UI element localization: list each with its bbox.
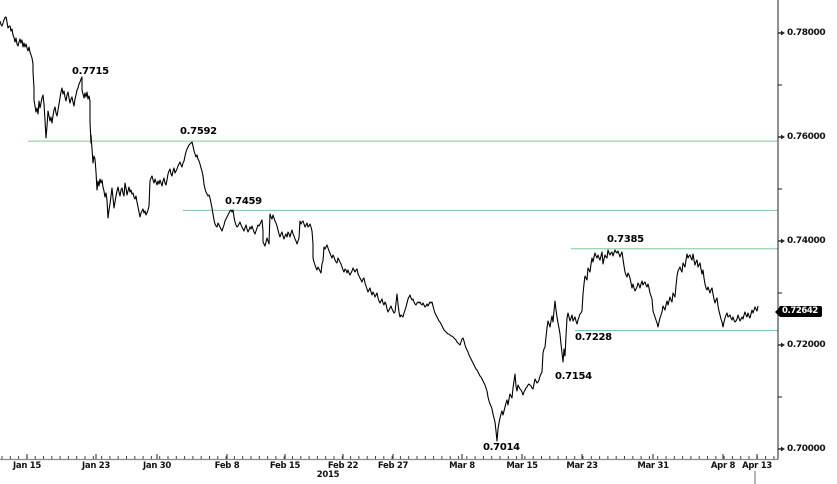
x-axis-label: Mar 23	[566, 460, 598, 471]
y-tick-arrow-icon	[781, 446, 785, 452]
x-axis-label: Feb 8	[214, 460, 240, 471]
y-axis-label: 0.74000	[787, 236, 826, 246]
y-axis-label: 0.70000	[787, 444, 826, 454]
swing-price-label: 0.7014	[483, 442, 520, 453]
last-price-badge: 0.72642	[775, 306, 822, 318]
y-tick-arrow-icon	[781, 30, 785, 36]
x-axis-label: Mar 15	[506, 460, 538, 471]
y-axis-label: 0.76000	[787, 132, 826, 142]
x-axis-label: Feb 27	[377, 460, 409, 471]
x-axis-label: Jan 30	[143, 460, 171, 471]
swing-price-label: 0.7154	[555, 371, 592, 382]
x-axis-label: Jan 15	[13, 460, 41, 471]
swing-price-label: 0.7715	[72, 66, 109, 77]
y-axis-label: 0.72000	[787, 340, 826, 350]
level-price-label: 0.7459	[225, 196, 262, 207]
x-axis-label: Apr 13	[742, 460, 772, 471]
x-axis-label: Mar 8	[449, 460, 475, 471]
x-axis-label: Feb 22	[327, 460, 359, 471]
level-price-label: 0.7228	[575, 332, 612, 343]
last-price-value: 0.72642	[782, 306, 818, 317]
x-axis-label: Feb 15	[269, 460, 301, 471]
x-axis-label: Apr 8	[710, 460, 736, 471]
price-line	[0, 16, 759, 442]
y-tick-arrow-icon	[781, 134, 785, 140]
level-price-label: 0.7385	[607, 234, 644, 245]
y-tick-arrow-icon	[781, 342, 785, 348]
y-axis-label: 0.78000	[787, 28, 826, 38]
level-price-label: 0.7592	[180, 126, 217, 137]
x-axis-year-label: 2015	[316, 470, 340, 480]
x-axis-label: Jan 23	[82, 460, 110, 471]
y-tick-arrow-icon	[781, 238, 785, 244]
x-axis-label: Mar 31	[637, 460, 669, 471]
current-date-marker	[754, 471, 756, 484]
last-price-arrow-icon	[775, 307, 779, 316]
